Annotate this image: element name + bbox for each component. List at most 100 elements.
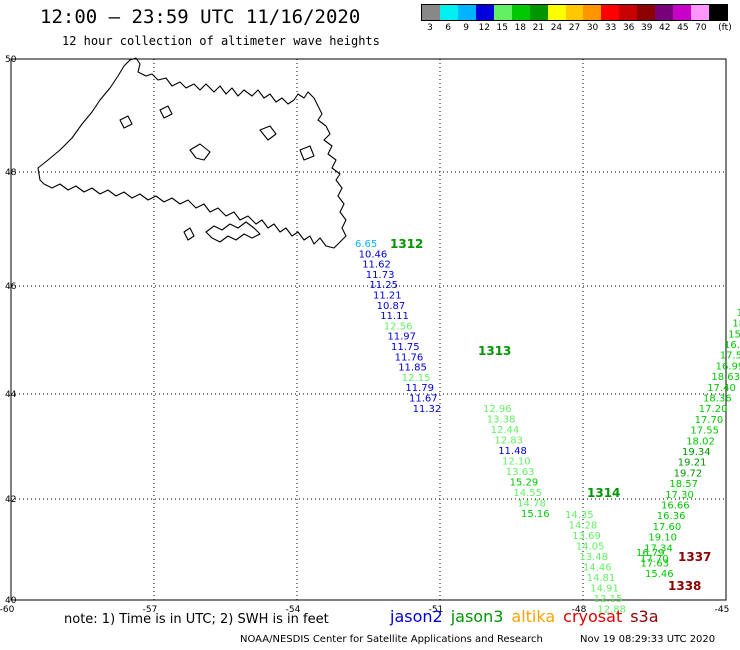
pass-number-label: 1337 <box>678 550 711 564</box>
legend-swatch <box>619 5 638 20</box>
wave-height-value: 12.96 <box>483 404 512 415</box>
pass-number-label: 1312 <box>390 237 423 251</box>
wave-height-value: 17.40 <box>707 383 736 394</box>
legend-swatch <box>655 5 674 20</box>
legend-swatch <box>601 5 620 20</box>
track-1337: 17.7017.3419.1017.6016.3616.6617.3018.57… <box>640 308 740 565</box>
wave-height-value: 12.15 <box>594 594 623 605</box>
wave-height-value: 17.55 <box>690 426 719 437</box>
lat-tick-label: 44 <box>5 390 17 400</box>
wave-height-value: 12.15 <box>402 373 431 384</box>
legend-swatch <box>709 5 727 20</box>
lat-tick-label: 40 <box>5 596 17 606</box>
lat-tick-label: 48 <box>5 168 17 178</box>
legend-label: 9 <box>463 23 470 33</box>
wave-height-value: 18.02 <box>686 436 715 447</box>
wave-height-value: 17.70 <box>640 554 669 565</box>
wave-height-value: 11.21 <box>373 291 402 302</box>
wave-height-value: 18.63 <box>711 372 740 383</box>
legend-labels: 3 6 9 12 15 18 21 24 27 30 33 36 39 42 45 70 (ft) <box>421 21 732 35</box>
wave-height-value: 15.16 <box>521 509 550 520</box>
wave-height-value: 16.99 <box>716 361 740 372</box>
wave-height-value: 13.38 <box>487 415 516 426</box>
altimeter-tracks: 6.6510.4611.6211.7311.2511.2110.8711.111… <box>355 237 740 616</box>
legend-swatch <box>529 5 548 20</box>
map-notes: note: 1) Time is in UTC; 2) SWH is in fe… <box>64 612 329 627</box>
legend-swatch <box>457 5 476 20</box>
wave-height-value: 18.36 <box>703 394 732 405</box>
wave-height-value: 11.97 <box>387 332 416 343</box>
lat-tick-label: 46 <box>5 282 17 292</box>
legend-label: 36 <box>622 23 635 33</box>
legend-swatch <box>475 5 494 20</box>
wave-height-value: 11.85 <box>398 363 427 374</box>
legend-label: 15 <box>496 23 508 33</box>
wave-height-value: 1 <box>737 308 740 319</box>
wave-height-value: 10.87 <box>377 301 406 312</box>
map-frame <box>10 58 727 601</box>
wave-height-value: 11.79 <box>405 383 434 394</box>
legend-label: 42 <box>659 23 671 33</box>
wave-height-value: 10.46 <box>359 249 388 260</box>
satellite-s3a: s3a <box>630 607 659 626</box>
wave-height-value: 13.63 <box>506 467 535 478</box>
wave-height-value: 12.88 <box>597 605 626 616</box>
wave-height-value: 11.11 <box>380 311 409 322</box>
legend-label: 24 <box>550 23 563 33</box>
wave-height-value: 14.46 <box>583 563 612 574</box>
wave-height-value: 17.30 <box>665 490 694 501</box>
wave-height-value: 12.56 <box>384 321 413 332</box>
coastline-inlet-6 <box>119 115 133 129</box>
legend-label: 12 <box>478 23 490 33</box>
track-1312: 6.6510.4611.6211.7311.2511.2110.8711.111… <box>355 237 441 415</box>
wave-height-value: 16.1 <box>724 340 740 351</box>
wave-height-value: 6.65 <box>355 239 377 250</box>
wave-height-value: 13.69 <box>572 531 601 542</box>
newfoundland-coastline <box>37 57 347 249</box>
track-1313: 12.9613.3812.4412.8311.4812.1013.6315.29… <box>478 344 550 520</box>
legend-swatch <box>511 5 530 20</box>
coastline-inlet-7 <box>183 227 195 241</box>
satellite-key: jason2 jason3 altika cryosat s3a <box>390 607 667 626</box>
legend-swatch <box>637 5 656 20</box>
wave-height-value: 15.46 <box>645 569 674 580</box>
legend-swatch <box>691 5 709 20</box>
wave-height-value: 19.72 <box>674 468 703 479</box>
wave-height-value: 11.75 <box>391 342 420 353</box>
map-subtitle: 12 hour collection of altimeter wave hei… <box>62 34 380 48</box>
wave-height-value: 17.20 <box>699 404 728 415</box>
wave-height-value: 11.62 <box>362 260 391 271</box>
lon-tick-label: -45 <box>715 605 730 615</box>
wave-height-value: 18.57 <box>669 479 698 490</box>
wave-height-value: 19.21 <box>678 458 707 469</box>
lat-lon-grid: -60 -57 -54 -51 -48 -45 50 48 46 44 42 40 <box>0 55 729 615</box>
legend-label: 33 <box>604 23 617 33</box>
wave-height-value: 12.44 <box>491 425 520 436</box>
wave-height-value: 17.5 <box>720 351 740 362</box>
track-1314: 14.3514.2813.6914.0513.4814.4614.8114.91… <box>565 486 626 616</box>
wave-height-value: 14.78 <box>517 499 546 510</box>
coastline-inlet-5 <box>159 105 173 119</box>
wave-height-value: 19.34 <box>682 447 711 458</box>
color-legend: 3 6 9 12 15 18 21 24 27 30 33 36 39 42 45 70 (ft) <box>421 4 732 35</box>
pass-number-label: 1314 <box>587 486 620 500</box>
lon-tick-label: -48 <box>572 605 587 615</box>
credit-text: NOAA/NESDIS Center for Satellite Applica… <box>240 634 543 645</box>
wave-height-value: 12.10 <box>502 457 531 468</box>
wave-height-value: 19.10 <box>648 533 677 544</box>
wave-height-value: 11.25 <box>369 280 398 291</box>
wave-height-value: 18 <box>732 319 740 330</box>
coastline-inlet-1 <box>205 221 261 243</box>
wave-height-value: 14.55 <box>513 488 542 499</box>
wave-height-value: 17.34 <box>644 543 673 554</box>
legend-swatch <box>583 5 602 20</box>
legend-label: 45 <box>677 23 689 33</box>
legend-label: 39 <box>641 23 653 33</box>
wave-height-value: 17.60 <box>653 522 682 533</box>
pass-number-label: 1313 <box>478 344 511 358</box>
wave-height-value: 16.66 <box>661 501 690 512</box>
wave-height-value: 17.70 <box>695 415 724 426</box>
wave-height-value: 16.36 <box>657 511 686 522</box>
